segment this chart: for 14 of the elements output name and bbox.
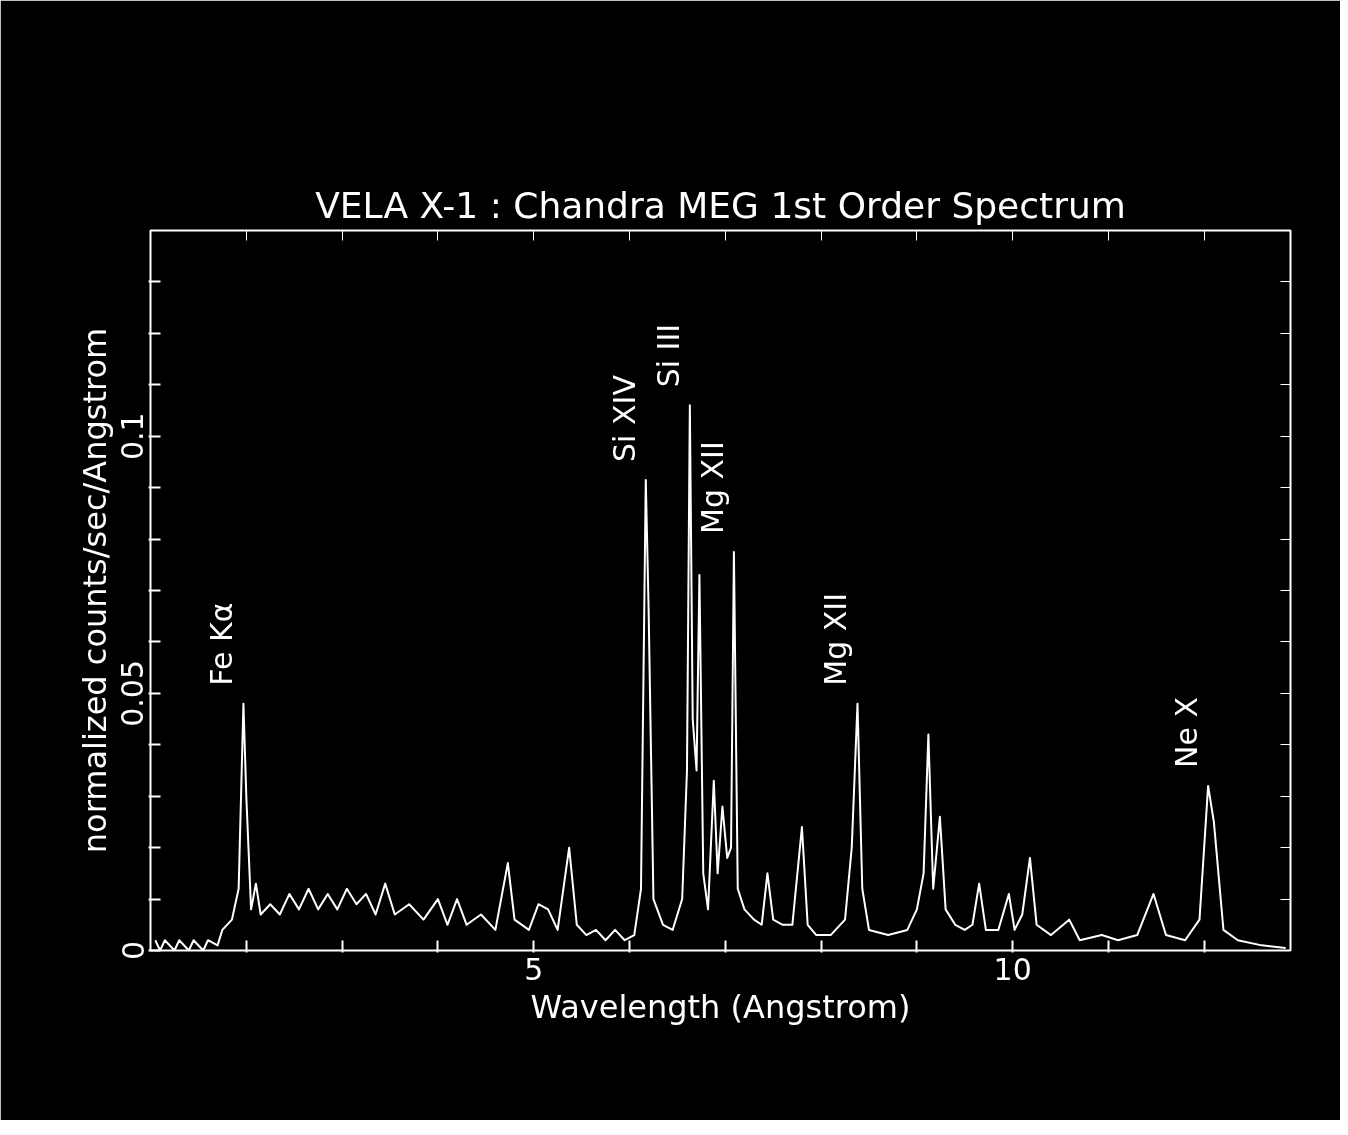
y-tick-label: 0.1 [115, 412, 151, 461]
x-tick-label: 5 [524, 951, 544, 987]
annotation: Ne X [1169, 696, 1205, 768]
annotation: Si III [650, 323, 686, 388]
annotation: Fe Kα [204, 602, 240, 686]
annotation: Mg XII [818, 592, 854, 686]
annotation: Mg XII [694, 441, 730, 534]
y-tick-label: 0.05 [115, 659, 151, 727]
chart-title: VELA X-1 : Chandra MEG 1st Order Spectrum [315, 184, 1126, 226]
y-axis-title: normalized counts/sec/Angstrom [75, 327, 114, 854]
x-axis-title: Wavelength (Angstrom) [530, 987, 911, 1026]
annotation: Si XIV [606, 374, 642, 462]
y-tick-label: 0 [115, 940, 151, 961]
x-tick-label: 10 [993, 951, 1032, 987]
